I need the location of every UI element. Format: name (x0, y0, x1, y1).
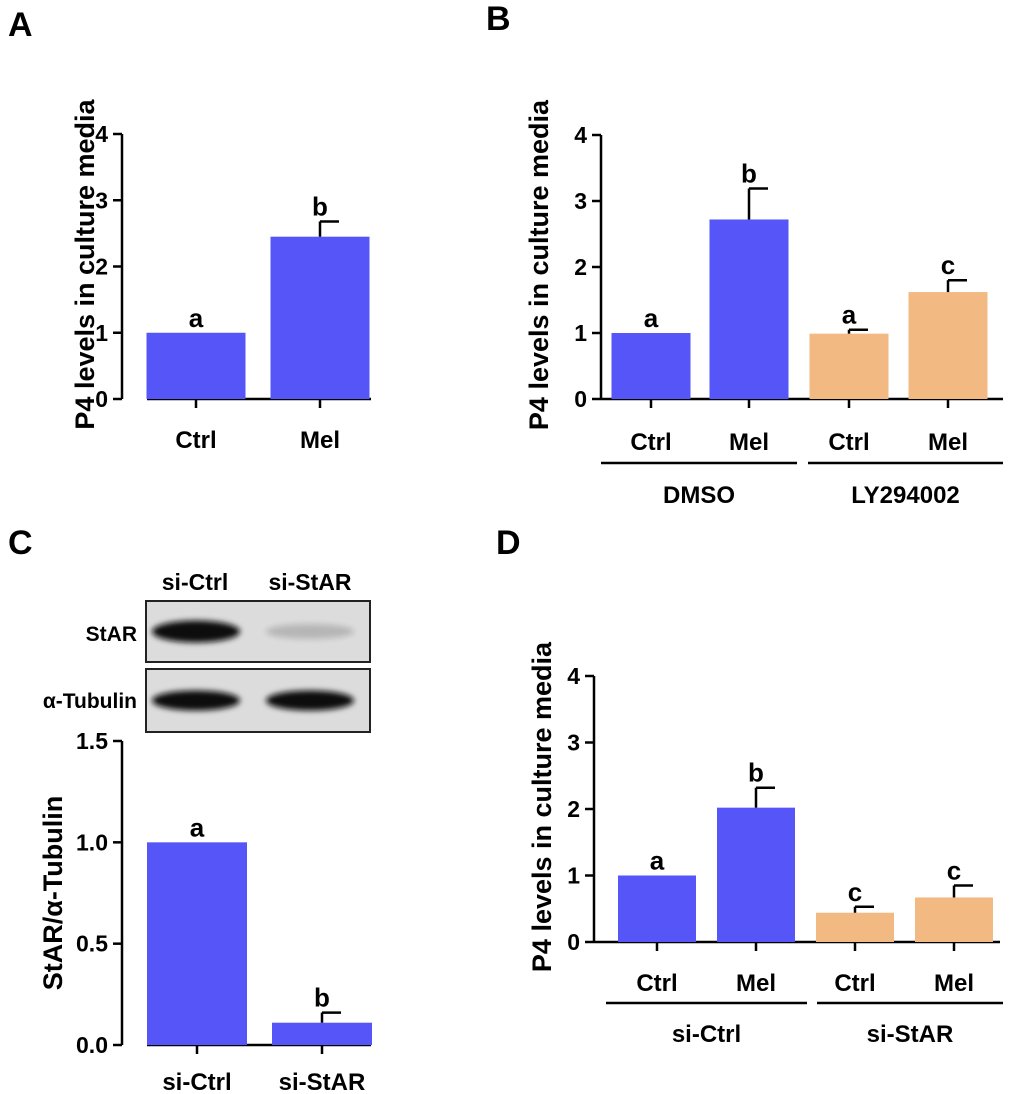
y-tick-label: 0 (95, 386, 108, 412)
blot-band (266, 624, 354, 639)
panel-label-a: A (8, 6, 33, 44)
x-tick-label: Mel (729, 429, 769, 456)
significance-letter: b (741, 158, 757, 188)
bar (915, 897, 993, 942)
y-axis-title: StAR/α-Tubulin (38, 796, 68, 991)
y-tick-label: 4 (95, 121, 108, 147)
bar (147, 842, 247, 1045)
y-tick-label: 4 (567, 663, 580, 689)
y-tick-label: 0 (567, 929, 580, 955)
significance-letter: a (650, 846, 665, 876)
x-tick-label: Ctrl (636, 970, 677, 997)
group-label: si-StAR (867, 1021, 954, 1048)
bar (717, 807, 795, 942)
y-tick-label: 0 (574, 386, 587, 412)
significance-letter: c (941, 250, 955, 280)
bar (816, 912, 894, 942)
y-tick-label: 2 (574, 254, 587, 280)
bar (611, 333, 691, 399)
chart-panel-a: 0 1 2 3 4P4 levels in culture media a Ctrl b Mel (70, 98, 371, 454)
panel-label-c: C (8, 524, 33, 562)
group-label: DMSO (663, 482, 735, 509)
y-tick-label: 3 (574, 188, 587, 214)
blot-row-label: α-Tubulin (43, 690, 137, 713)
y-tick-label: 1 (95, 320, 108, 346)
y-tick-label: 2 (95, 254, 108, 280)
significance-letter: a (190, 812, 205, 842)
significance-letter: c (848, 877, 862, 907)
blot-band (152, 690, 240, 711)
y-axis-title: P4 levels in culture media (70, 98, 100, 429)
bar (709, 219, 789, 399)
significance-letter: a (644, 303, 659, 333)
bar (272, 1022, 372, 1045)
y-tick-label: 1 (574, 320, 587, 346)
significance-letter: a (189, 303, 204, 333)
y-tick-label: 0.5 (76, 931, 108, 957)
chart-panel-b: 0 1 2 3 4 P4 levels in culture media a Ctrl b Mel… (524, 99, 1003, 509)
x-tick-label: Mel (934, 970, 974, 997)
chart-panel-d: 0 1 2 3 4 P4 levels in culture media a Ctrl b Mel… (527, 641, 1003, 1048)
x-tick-label: Mel (928, 429, 968, 456)
blot-lane-label: si-Ctrl (162, 569, 228, 595)
blot-band (266, 690, 354, 711)
x-tick-label: Ctrl (175, 427, 216, 454)
y-tick-label: 0.0 (76, 1032, 108, 1058)
bar (809, 333, 889, 399)
significance-letter: b (312, 191, 328, 221)
blot-band (152, 620, 240, 643)
panel-label-b: B (486, 0, 511, 38)
x-tick-label: Mel (736, 970, 776, 997)
x-tick-label: Ctrl (834, 970, 875, 997)
y-tick-label: 3 (567, 730, 580, 756)
y-axis-title: P4 levels in culture media (524, 99, 554, 430)
x-tick-label: Mel (300, 427, 340, 454)
x-tick-label: Ctrl (828, 429, 869, 456)
y-tick-label: 2 (567, 796, 580, 822)
y-axis-title: P4 levels in culture media (527, 641, 557, 972)
y-tick-label: 1 (567, 863, 580, 889)
x-tick-label: si-StAR (279, 1069, 366, 1094)
significance-letter: a (842, 300, 857, 330)
y-tick-label: 1.5 (76, 728, 108, 754)
group-label: si-Ctrl (672, 1021, 741, 1048)
blot-lane-label: si-StAR (268, 569, 351, 595)
y-tick-label: 4 (574, 122, 587, 148)
significance-letter: b (748, 758, 764, 788)
western-blot: si-Ctrl si-StAR StAR α-Tubulin (43, 569, 371, 733)
y-tick-label: 3 (95, 187, 108, 213)
bar (908, 292, 988, 399)
significance-letter: c (947, 855, 961, 885)
bar (146, 332, 246, 399)
x-tick-label: si-Ctrl (162, 1069, 231, 1094)
bar (270, 236, 370, 399)
blot-row-label: StAR (86, 623, 137, 646)
x-tick-label: Ctrl (630, 429, 671, 456)
chart-panel-c: 0.0 0.5 1.0 1.5 StAR/α-Tubulin a si-Ctrl b si-St… (38, 728, 372, 1094)
panel-label-d: D (496, 524, 521, 562)
y-tick-label: 1.0 (76, 829, 108, 855)
significance-letter: b (314, 983, 330, 1013)
group-label: LY294002 (851, 482, 960, 509)
bar (618, 875, 696, 942)
